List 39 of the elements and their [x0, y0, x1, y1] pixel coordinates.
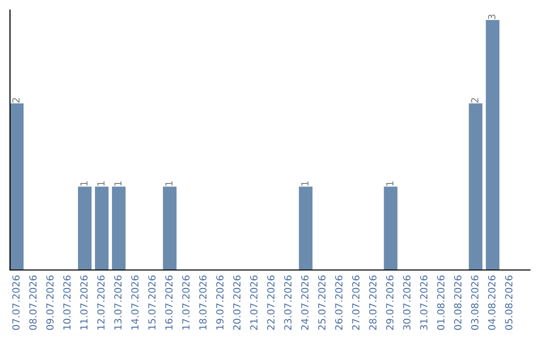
- data-label: 1: [301, 181, 308, 186]
- x-tick-label: 31.07.2026: [420, 275, 428, 330]
- x-tick-label: 01.08.2026: [437, 275, 444, 330]
- data-label: 3: [488, 14, 496, 20]
- x-tick-label: 07.07.2026: [12, 275, 20, 330]
- data-label: 1: [80, 181, 88, 186]
- x-tick-label: 08.07.2026: [29, 275, 37, 330]
- x-tick-label: 03.08.2026: [471, 275, 478, 330]
- x-tick-label: 30.07.2026: [403, 275, 410, 330]
- x-tick-label: 05.08.2026: [505, 275, 512, 330]
- x-tick-label: 02.08.2026: [454, 275, 462, 330]
- data-label: 2: [12, 98, 20, 103]
- x-tick-label: 14.07.2026: [131, 275, 139, 330]
- x-tick-label: 24.07.2026: [301, 275, 309, 330]
- x-tick-label: 17.07.2026: [182, 275, 190, 330]
- x-tick-label: 04.08.2026: [488, 275, 496, 330]
- x-tick-label: 22.07.2026: [267, 275, 275, 330]
- x-tick-label: 25.07.2026: [318, 275, 326, 330]
- data-label: 1: [114, 181, 122, 186]
- x-tick-label: 12.07.2026: [97, 275, 105, 330]
- x-tick-label: 20.07.2026: [233, 275, 241, 330]
- x-tick-label: 15.07.2026: [148, 275, 156, 330]
- data-label: 1: [165, 181, 172, 186]
- x-tick-label: 28.07.2026: [369, 275, 376, 330]
- x-tick-label: 27.07.2026: [352, 275, 360, 330]
- x-tick-label: 26.07.2026: [335, 275, 342, 330]
- x-tick-label: 11.07.2026: [80, 275, 88, 330]
- x-tick-label: 21.07.2026: [250, 275, 258, 330]
- x-tick-label: 13.07.2026: [114, 275, 122, 330]
- x-tick-label: 18.07.2026: [199, 275, 207, 330]
- x-tick-label: 10.07.2026: [63, 275, 71, 330]
- x-tick-label: 29.07.2026: [386, 275, 394, 330]
- data-label: 1: [97, 181, 104, 186]
- data-label: 1: [386, 181, 394, 186]
- x-tick-label: 09.07.2026: [46, 275, 54, 330]
- data-label: 2: [471, 98, 478, 103]
- x-tick-label: 23.07.2026: [284, 275, 292, 330]
- x-tick-label: 16.07.2026: [165, 275, 173, 330]
- x-tick-label: 19.07.2026: [216, 275, 224, 330]
